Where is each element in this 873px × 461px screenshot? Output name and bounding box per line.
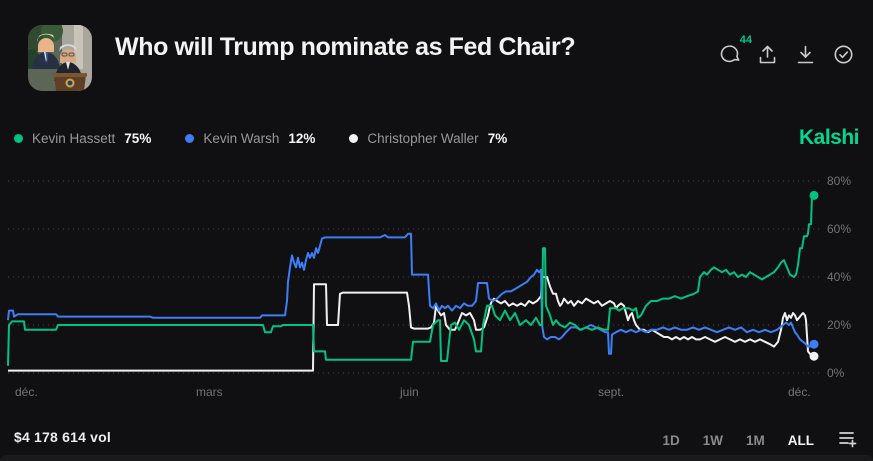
- range-1d[interactable]: 1D: [662, 433, 680, 448]
- svg-text:80%: 80%: [827, 174, 851, 188]
- download-icon: [797, 45, 814, 64]
- comment-button[interactable]: 44: [718, 34, 752, 66]
- check-circle-icon: [834, 45, 853, 64]
- market-thumbnail: [28, 25, 92, 91]
- range-1w[interactable]: 1W: [702, 433, 723, 448]
- range-1m[interactable]: 1M: [745, 433, 765, 448]
- svg-text:déc.: déc.: [15, 385, 38, 399]
- svg-text:40%: 40%: [827, 270, 851, 284]
- warsh-dot-icon: [185, 134, 195, 143]
- svg-text:0%: 0%: [827, 366, 845, 380]
- legend-item-warsh[interactable]: Kevin Warsh 12%: [185, 131, 315, 146]
- volume-label: $4 178 614 vol: [14, 429, 111, 445]
- watchlist-button[interactable]: [832, 43, 855, 66]
- svg-text:sept.: sept.: [598, 385, 624, 399]
- share-button[interactable]: [756, 43, 779, 66]
- svg-text:juin: juin: [399, 385, 419, 399]
- svg-text:60%: 60%: [827, 222, 851, 236]
- comment-count-badge: 44: [739, 34, 752, 46]
- list-plus-icon: [839, 432, 857, 448]
- hassett-dot-icon: [14, 134, 23, 143]
- range-all[interactable]: ALL: [787, 433, 814, 448]
- svg-text:mars: mars: [196, 385, 223, 399]
- legend-name: Kevin Warsh: [203, 131, 280, 146]
- legend: Kevin Hassett 75% Kevin Warsh 12% Christ…: [14, 131, 507, 146]
- legend-name: Christopher Waller: [367, 131, 479, 146]
- legend-name: Kevin Hassett: [32, 131, 116, 146]
- add-to-list-button[interactable]: [837, 428, 857, 453]
- legend-pct: 7%: [487, 131, 508, 146]
- legend-pct: 75%: [124, 131, 152, 146]
- legend-pct: 12%: [288, 131, 316, 146]
- download-button[interactable]: [794, 43, 817, 66]
- legend-item-waller[interactable]: Christopher Waller 7%: [349, 131, 507, 146]
- svg-text:20%: 20%: [827, 318, 851, 332]
- header-actions: 44: [718, 34, 855, 66]
- trump-powell-photo: [28, 25, 92, 91]
- next-card-top-edge: [0, 455, 873, 461]
- comment-icon: [720, 45, 740, 63]
- kalshi-logo[interactable]: Kalshi: [798, 126, 860, 149]
- share-icon: [759, 45, 776, 64]
- page-title: Who will Trump nominate as Fed Chair?: [115, 33, 576, 61]
- waller-dot-icon: [349, 134, 359, 143]
- time-range-selector: 1D 1W 1M ALL: [662, 428, 857, 453]
- legend-item-hassett[interactable]: Kevin Hassett 75%: [14, 131, 151, 146]
- svg-text:déc.: déc.: [788, 385, 811, 399]
